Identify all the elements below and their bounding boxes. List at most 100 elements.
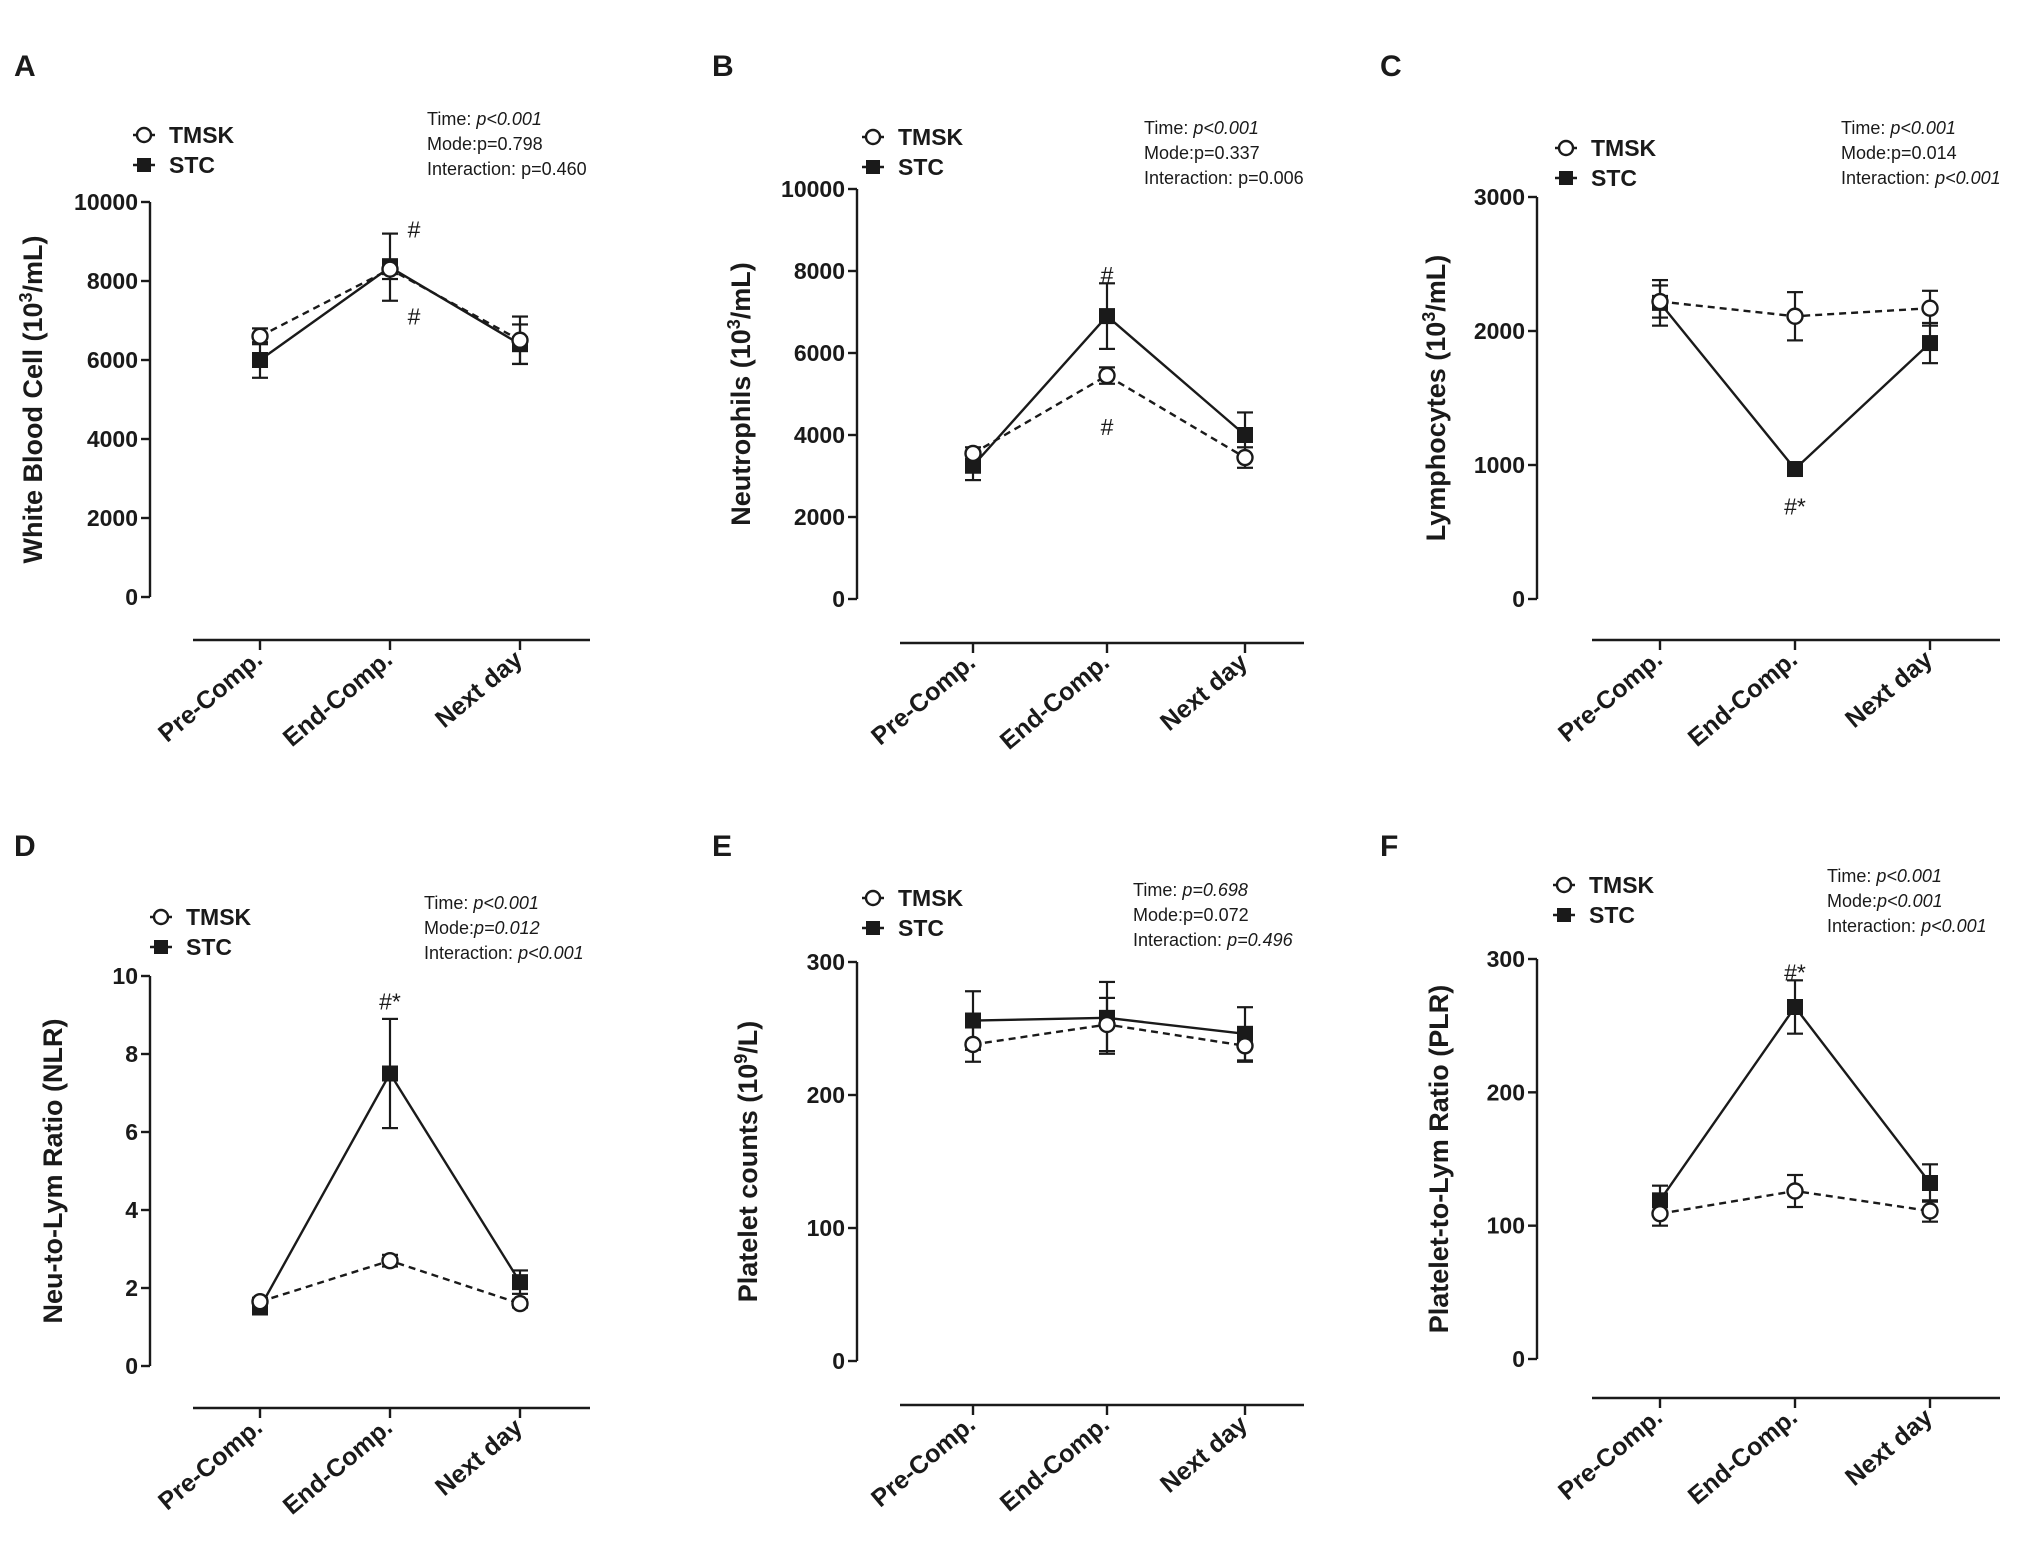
y-axis-label: Lymphocytes (103/mL) xyxy=(1419,255,1451,542)
legend-tmsk-marker xyxy=(152,908,170,926)
legend-tmsk-label: TMSK xyxy=(1589,872,1655,898)
y-tick-label: 10 xyxy=(112,963,138,989)
stats-line: Mode:p=0.337 xyxy=(1144,143,1260,163)
stats-line: Time: p<0.001 xyxy=(1827,866,1942,886)
panel-b: B 0 2000 4000 6000 8000 10000 Pre-Comp. End-Comp… xyxy=(712,50,1304,755)
tmsk-point xyxy=(964,444,982,463)
x-tick-label: End-Comp. xyxy=(995,648,1115,755)
stats-line: Mode:p=0.072 xyxy=(1133,905,1249,925)
y-tick-label: 2000 xyxy=(1474,318,1525,344)
panel-letter: F xyxy=(1380,830,1398,863)
y-tick-label: 0 xyxy=(125,584,138,610)
panel-letter: D xyxy=(14,830,36,863)
tmsk-point xyxy=(511,1294,529,1313)
stc-point xyxy=(512,1274,528,1291)
y-tick-label: 2000 xyxy=(794,504,845,530)
legend-tmsk-label: TMSK xyxy=(186,904,252,930)
tmsk-point xyxy=(964,1035,982,1054)
stats-line: Mode:p<0.001 xyxy=(1827,891,1943,911)
x-tick-label: Pre-Comp. xyxy=(866,648,981,751)
stats-line: Mode:p=0.798 xyxy=(427,134,543,154)
legend-stc-marker xyxy=(866,921,880,935)
x-tick-label: Next day xyxy=(430,645,528,733)
panel-f: F 0 100 200 300 Pre-Comp. End-Comp. Next day Pla… xyxy=(1380,830,2000,1510)
legend-stc-marker xyxy=(1557,908,1571,922)
panel-letter: A xyxy=(14,50,36,83)
significance-annotation: #* xyxy=(1784,494,1806,520)
legend-tmsk-label: TMSK xyxy=(1591,135,1657,161)
tmsk-point xyxy=(381,1251,399,1270)
stats-line: Interaction: p=0.496 xyxy=(1133,930,1294,950)
legend-stc-label: STC xyxy=(1591,165,1637,191)
y-axis-label: Neu-to-Lym Ratio (NLR) xyxy=(38,1019,68,1324)
panel-a: A 0 2000 4000 6000 8000 10000 Pre-Comp. End-Comp… xyxy=(14,50,590,752)
legend-stc-label: STC xyxy=(1589,902,1635,928)
y-tick-label: 300 xyxy=(1487,946,1525,972)
stats-line: Interaction: p<0.001 xyxy=(424,943,584,963)
legend-tmsk-label: TMSK xyxy=(898,124,964,150)
tmsk-point xyxy=(1921,1202,1939,1220)
x-tick-label: End-Comp. xyxy=(278,645,398,752)
y-axis-label: Platelet-to-Lym Ratio (PLR) xyxy=(1424,985,1454,1334)
significance-annotation: # xyxy=(1101,414,1114,440)
y-tick-label: 8 xyxy=(125,1041,138,1067)
panel-e: E 0 100 200 300 Pre-Comp. End-Comp. Next day Pla… xyxy=(712,830,1304,1517)
legend-stc-marker xyxy=(154,940,168,954)
legend-stc-label: STC xyxy=(186,934,232,960)
stats-line: Mode:p=0.014 xyxy=(1841,143,1957,163)
y-tick-label: 6000 xyxy=(794,340,845,366)
x-tick-label: Next day xyxy=(1840,645,1938,733)
stc-point xyxy=(1787,999,1803,1015)
significance-annotation: #* xyxy=(379,988,401,1014)
significance-annotation: # xyxy=(1101,262,1114,288)
x-tick-label: End-Comp. xyxy=(1683,645,1803,752)
stats-line: Time: p<0.001 xyxy=(427,109,542,129)
tmsk-point xyxy=(1786,307,1804,325)
y-tick-label: 0 xyxy=(1512,586,1525,612)
stc-point xyxy=(1922,1175,1938,1191)
y-tick-label: 200 xyxy=(1487,1079,1525,1105)
y-tick-label: 10000 xyxy=(74,189,138,215)
stats-line: Interaction: p<0.001 xyxy=(1827,916,1987,936)
legend-tmsk-label: TMSK xyxy=(898,885,964,911)
x-tick-label: End-Comp. xyxy=(1683,1403,1803,1510)
y-tick-label: 6000 xyxy=(87,347,138,373)
stc-point xyxy=(252,352,268,368)
stats-line: Time: p<0.001 xyxy=(1144,118,1259,138)
stc-line xyxy=(1659,1004,1931,1202)
legend-stc-marker xyxy=(1559,171,1573,185)
x-tick-label: Next day xyxy=(1840,1403,1938,1491)
stc-point xyxy=(1099,308,1115,325)
y-tick-label: 4000 xyxy=(794,422,845,448)
x-tick-label: End-Comp. xyxy=(278,1413,398,1520)
x-tick-label: Pre-Comp. xyxy=(1553,645,1668,748)
stats-line: Time: p<0.001 xyxy=(1841,118,1956,138)
y-tick-label: 6 xyxy=(125,1119,138,1145)
tmsk-point xyxy=(381,260,399,278)
significance-annotation: #* xyxy=(1784,959,1806,985)
tmsk-point xyxy=(251,327,269,345)
legend-tmsk-marker xyxy=(1557,139,1575,157)
significance-annotation: # xyxy=(408,304,421,330)
x-tick-label: Next day xyxy=(1155,1410,1253,1498)
y-tick-label: 8000 xyxy=(87,268,138,294)
y-tick-label: 4000 xyxy=(87,426,138,452)
y-tick-label: 10000 xyxy=(781,176,845,202)
y-tick-label: 200 xyxy=(807,1082,845,1108)
y-axis-label: Neutrophils (103/mL) xyxy=(724,262,756,526)
stats-line: Time: p<0.001 xyxy=(424,893,539,913)
x-tick-label: End-Comp. xyxy=(995,1410,1115,1517)
y-tick-label: 0 xyxy=(832,586,845,612)
legend-stc-label: STC xyxy=(898,154,944,180)
x-tick-label: Pre-Comp. xyxy=(1553,1403,1668,1506)
y-tick-label: 2 xyxy=(125,1275,138,1301)
tmsk-point xyxy=(511,331,529,349)
stc-point xyxy=(1787,461,1803,478)
tmsk-point xyxy=(1786,1182,1804,1200)
y-tick-label: 3000 xyxy=(1474,184,1525,210)
stc-line xyxy=(972,314,1246,467)
legend-stc-marker xyxy=(866,160,880,174)
stats-line: Mode:p=0.012 xyxy=(424,918,540,938)
stats-line: Interaction: p=0.006 xyxy=(1144,168,1304,188)
legend-stc-label: STC xyxy=(898,915,944,941)
